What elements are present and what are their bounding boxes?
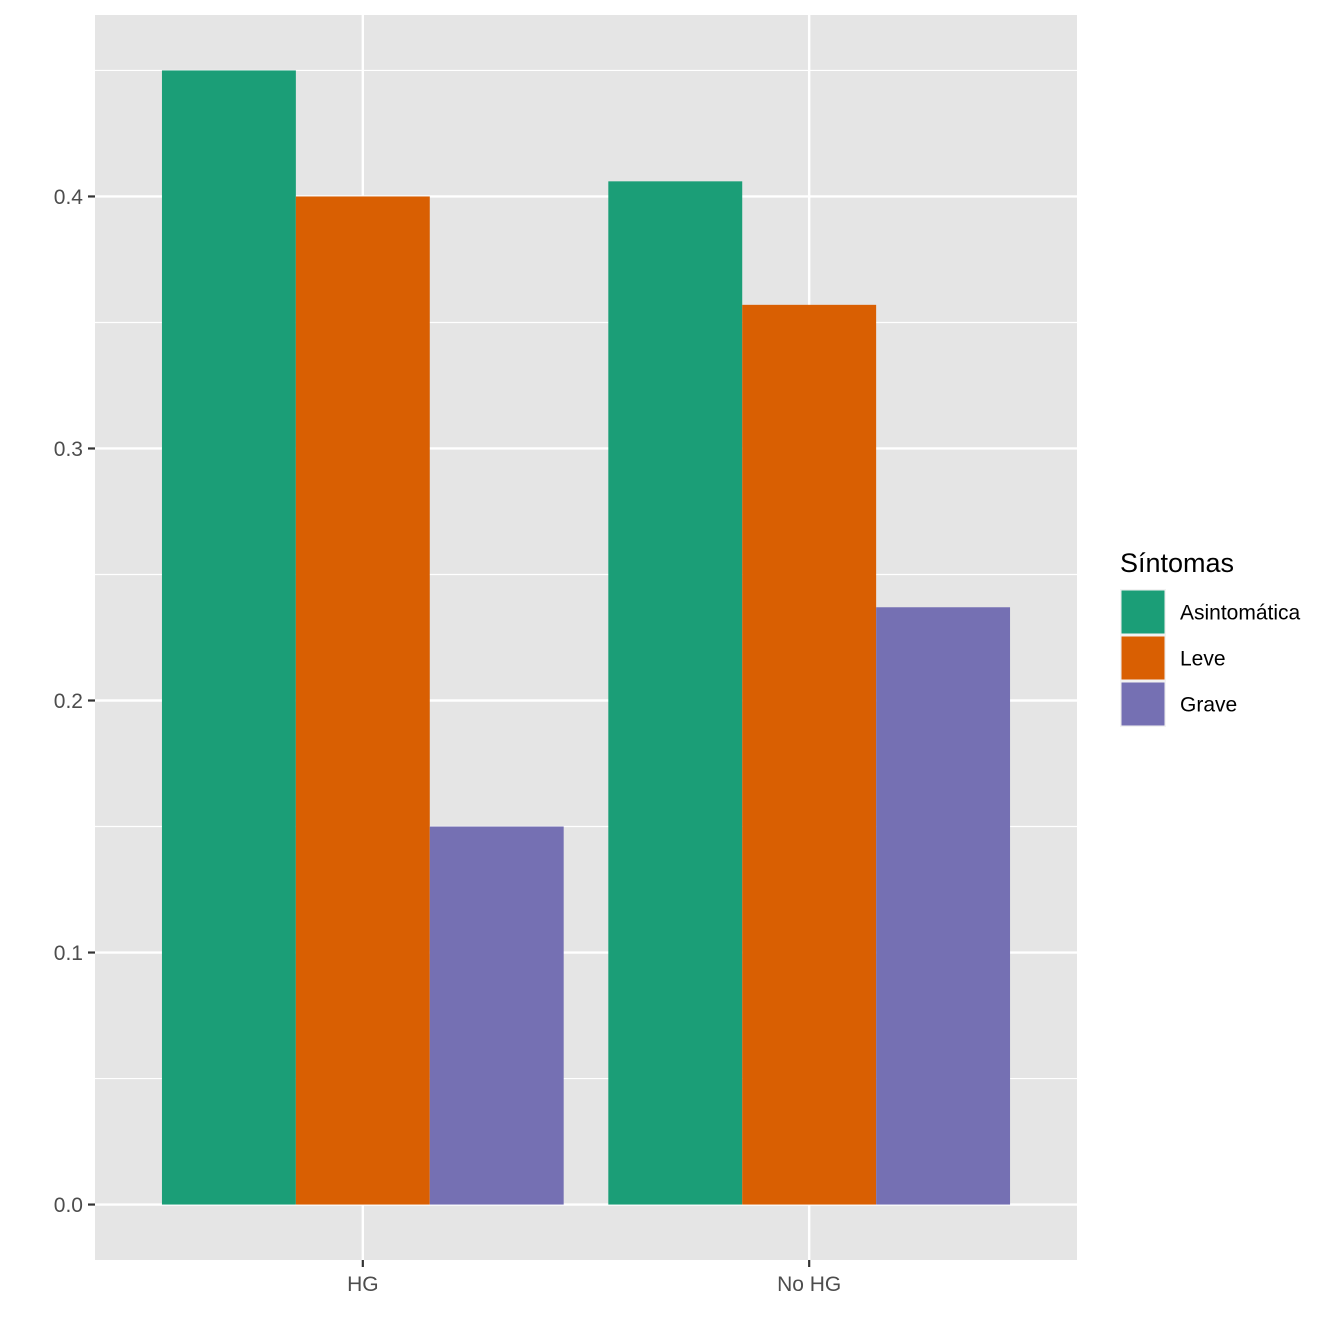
legend-title: Síntomas (1120, 548, 1234, 578)
legend: Síntomas Asintomática Leve Grave (1120, 548, 1301, 727)
y-tick-label: 0.4 (54, 186, 84, 209)
bar (742, 304, 877, 1205)
legend-key (1121, 636, 1165, 680)
x-tick-label: HG (347, 1273, 379, 1296)
y-tick-label: 0.0 (54, 1194, 83, 1217)
bar (295, 196, 430, 1205)
legend-label: Leve (1180, 648, 1226, 671)
bar (608, 181, 743, 1205)
bar (161, 70, 296, 1205)
bar (876, 607, 1011, 1205)
x-tick-label: No HG (777, 1273, 841, 1296)
y-tick-label: 0.3 (54, 438, 83, 461)
y-tick-label: 0.1 (54, 942, 83, 965)
legend-label: Asintomática (1180, 602, 1301, 625)
legend-key (1121, 682, 1165, 726)
legend-key (1121, 590, 1165, 634)
x-axis: HG No HG (347, 1260, 841, 1296)
y-axis: 0.0 0.1 0.2 0.3 0.4 (54, 186, 95, 1217)
bar (429, 826, 564, 1205)
legend-label: Grave (1180, 694, 1237, 717)
bars (161, 70, 1011, 1205)
y-tick-label: 0.2 (54, 690, 83, 713)
